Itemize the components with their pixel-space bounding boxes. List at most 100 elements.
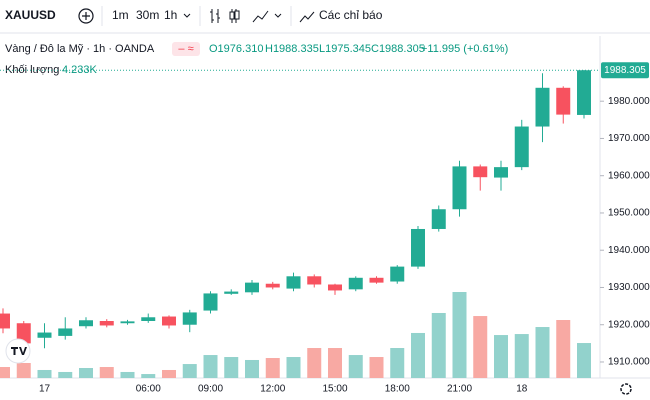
candle-body bbox=[328, 284, 342, 291]
volume-bar bbox=[79, 368, 93, 378]
candle-body bbox=[141, 317, 156, 321]
volume-bar bbox=[58, 371, 73, 378]
x-tick-label: 17 bbox=[39, 384, 51, 395]
candle-body bbox=[369, 277, 384, 283]
status-badge[interactable] bbox=[172, 42, 200, 56]
volume-bar bbox=[265, 358, 280, 378]
volume-bar bbox=[369, 357, 384, 378]
volume-bar bbox=[452, 292, 467, 378]
volume-bar bbox=[162, 369, 176, 378]
candle-body bbox=[265, 283, 280, 288]
volume-bar bbox=[245, 359, 259, 378]
x-tick-label: 15:00 bbox=[322, 384, 347, 395]
candle-body bbox=[79, 320, 93, 327]
candle-body bbox=[16, 323, 31, 344]
candle-body bbox=[348, 277, 363, 290]
y-tick-label: 1950.000 bbox=[608, 208, 650, 219]
chevron[interactable] bbox=[183, 13, 191, 18]
last-price-box bbox=[601, 62, 649, 79]
y-tick-label: 1970.000 bbox=[608, 133, 650, 144]
legend-high: H1988.335 bbox=[265, 43, 319, 55]
volume-bar bbox=[411, 332, 425, 378]
symbol[interactable]: XAUUSD bbox=[5, 8, 56, 22]
candle-body bbox=[390, 266, 405, 282]
candle-body bbox=[203, 293, 218, 311]
candle-body bbox=[286, 276, 301, 289]
volume-bar bbox=[0, 367, 10, 378]
x-tick-label: 09:00 bbox=[198, 384, 223, 395]
logo[interactable] bbox=[5, 338, 31, 364]
y-tick-label: 1930.000 bbox=[608, 282, 650, 293]
interval[interactable]: 1m bbox=[112, 8, 129, 22]
candle-body bbox=[494, 167, 508, 178]
legend-low: L1975.345 bbox=[319, 43, 371, 55]
legend-close: C1988.305 bbox=[371, 43, 425, 55]
volume-bar bbox=[390, 348, 405, 378]
volume-bar bbox=[182, 364, 197, 378]
volume-bar bbox=[473, 316, 488, 378]
y-tick-label: 1980.000 bbox=[608, 96, 650, 107]
chevron[interactable] bbox=[274, 13, 282, 18]
candle-body bbox=[120, 321, 135, 324]
volume-bar bbox=[535, 327, 550, 378]
candle-body bbox=[182, 312, 197, 325]
area-icon[interactable] bbox=[252, 10, 269, 23]
candle-body bbox=[0, 313, 10, 329]
candle-body bbox=[535, 87, 550, 127]
volume-bar bbox=[16, 363, 31, 378]
candle-body bbox=[473, 166, 488, 178]
volume-bar bbox=[307, 348, 322, 378]
last-price-label: 1988.305 bbox=[604, 65, 646, 76]
y-tick-label: 1940.000 bbox=[608, 245, 650, 256]
volume-bar bbox=[514, 334, 529, 378]
volume-bar bbox=[431, 312, 446, 378]
volume-bar bbox=[99, 367, 114, 378]
legend-change: +11.995 (+0.61%) bbox=[421, 43, 508, 55]
volume-bar bbox=[328, 348, 342, 378]
volume-bar bbox=[494, 335, 508, 378]
x-tick-label: 21:00 bbox=[447, 384, 472, 395]
candle-body bbox=[577, 70, 591, 115]
logo bbox=[11, 347, 27, 355]
candle-body bbox=[556, 87, 571, 115]
volume-bar bbox=[120, 371, 135, 378]
candles-icon bbox=[229, 11, 235, 20]
candle-body bbox=[37, 332, 52, 338]
volume-legend-label: Khối lượng bbox=[5, 64, 59, 76]
add-symbol-icon bbox=[82, 12, 90, 20]
x-tick-label: 06:00 bbox=[136, 384, 161, 395]
settings-icon[interactable] bbox=[620, 383, 632, 395]
x-tick-label: 18:00 bbox=[385, 384, 410, 395]
candle-body bbox=[162, 316, 176, 326]
candle-body bbox=[99, 321, 114, 326]
volume-bar bbox=[286, 357, 301, 378]
bars-icon[interactable] bbox=[210, 9, 220, 23]
volume-bar bbox=[203, 355, 218, 378]
candle-body bbox=[452, 166, 467, 210]
status-badge-icon: – ≈ bbox=[178, 43, 193, 55]
candle-body bbox=[411, 228, 425, 267]
add-symbol-icon[interactable] bbox=[78, 8, 94, 24]
plot: 1910.000 1920.000 1930.000 1940.000 1950.000… bbox=[0, 62, 650, 395]
legend-open: O1976.310 bbox=[209, 43, 263, 55]
y-tick-label: 1920.000 bbox=[608, 319, 650, 330]
volume-bar bbox=[141, 374, 156, 378]
indicators-icon[interactable] bbox=[299, 11, 315, 23]
candle-body bbox=[245, 282, 259, 293]
legend-title: Vàng / Đô la Mỹ · 1h · OANDA bbox=[5, 43, 155, 55]
x-tick-label: 12:00 bbox=[260, 384, 285, 395]
interval[interactable]: 1h bbox=[164, 8, 177, 22]
volume-bar bbox=[224, 357, 239, 378]
interval[interactable]: 30m bbox=[136, 8, 159, 22]
candle-body bbox=[58, 328, 73, 336]
volume-legend-value: 4.233K bbox=[62, 64, 98, 76]
indicators-button[interactable]: Các chỉ báo bbox=[319, 8, 383, 22]
candle-body bbox=[514, 126, 529, 168]
candle-body bbox=[307, 276, 322, 285]
candles-icon bbox=[234, 10, 240, 20]
volume-bar bbox=[348, 355, 363, 378]
y-tick-label: 1910.000 bbox=[608, 357, 650, 368]
y-tick-label: 1960.000 bbox=[608, 170, 650, 181]
